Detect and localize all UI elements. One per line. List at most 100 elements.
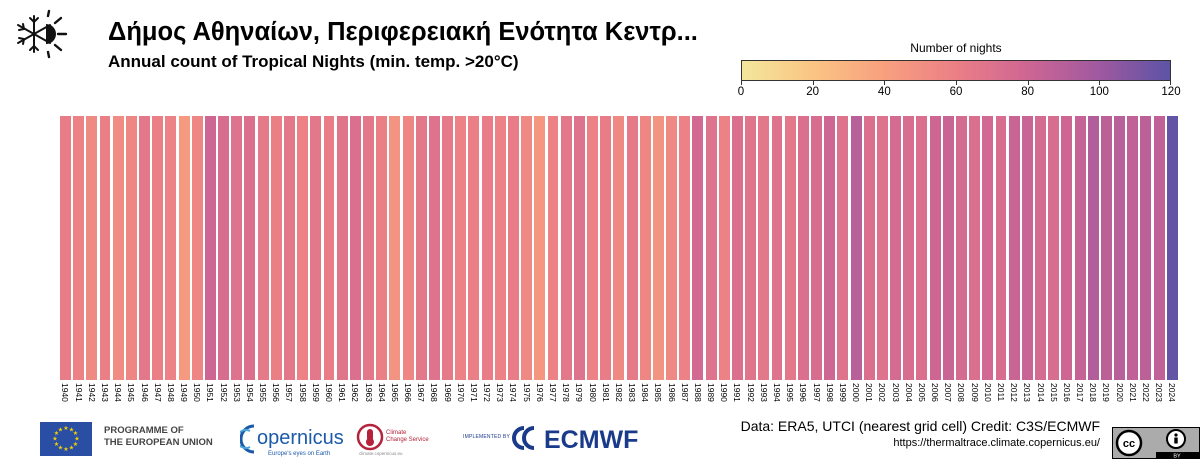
year-label-text: 1988 xyxy=(692,383,703,402)
year-label: 1966 xyxy=(403,383,413,417)
sun-snowflake-icon xyxy=(17,9,68,59)
eu-flag-icon: ★ ★★ ★★★ ★★★ ★★★ xyxy=(40,422,92,456)
year-label-text: 1991 xyxy=(732,383,743,402)
year-label-text: 1986 xyxy=(666,383,677,402)
year-label-text: 1977 xyxy=(548,383,559,402)
year-label: 1982 xyxy=(613,383,624,417)
year-label-text: 1963 xyxy=(363,383,374,402)
year-label-text: 2009 xyxy=(969,383,980,402)
year-label: 1956 xyxy=(271,383,282,417)
footer-logos: ★ ★ ★ ★ ★ ★ ★ ★ ★ ★ ★ ★ PROGRAMME OF THE EUROPEA… xyxy=(0,418,680,459)
svg-text:★: ★ xyxy=(69,445,74,452)
svg-text:★: ★ xyxy=(54,430,59,437)
heatmap-bar-1943 xyxy=(99,116,111,380)
heatmap-bar-1942 xyxy=(86,116,98,380)
year-label-text: 2011 xyxy=(996,383,1007,402)
heatmap-bar-1993 xyxy=(758,116,770,380)
year-label-text: 1998 xyxy=(824,383,835,402)
colorbar-tick xyxy=(1099,81,1101,85)
year-label: 1970 xyxy=(456,383,466,417)
year-label-text: 1983 xyxy=(627,383,638,402)
year-label: 2021 xyxy=(1127,383,1138,417)
year-label: 2016 xyxy=(1061,383,1072,417)
heatmap-bar-1977 xyxy=(547,116,559,380)
year-label-text: 2024 xyxy=(1167,383,1178,402)
eu-line-1: PROGRAMME OF xyxy=(104,425,184,436)
svg-text:★: ★ xyxy=(74,436,79,443)
year-label-text: 2016 xyxy=(1061,383,1072,402)
heatmap-bar-2001 xyxy=(863,116,875,380)
year-label: 1942 xyxy=(87,383,97,417)
copernicus-wordmark: opernicus xyxy=(257,427,344,449)
year-label-text: 1958 xyxy=(297,383,308,402)
year-label-text: 2018 xyxy=(1088,383,1099,402)
heatmap-bar-2013 xyxy=(1021,116,1033,380)
year-label-text: 1964 xyxy=(376,383,387,402)
heatmap-bar-1976 xyxy=(534,116,546,380)
year-label-text: 2012 xyxy=(1009,383,1020,402)
heatmap-bar-1940 xyxy=(60,116,71,380)
colorbar-tick-label: 80 xyxy=(1021,86,1035,98)
heatmap-bar-2002 xyxy=(876,116,888,380)
year-label-text: 2005 xyxy=(916,383,927,402)
year-label: 2020 xyxy=(1114,383,1125,417)
year-label-text: 2001 xyxy=(864,383,875,402)
year-label: 1959 xyxy=(311,383,321,417)
year-label-text: 2022 xyxy=(1140,383,1151,402)
year-label: 1972 xyxy=(482,383,492,417)
heatmap-bar-1963 xyxy=(363,116,375,380)
heatmap-bar-1981 xyxy=(600,116,612,380)
year-label: 1978 xyxy=(561,383,571,417)
heatmap-bar-1953 xyxy=(231,116,243,380)
year-label-text: 2021 xyxy=(1127,383,1138,402)
year-label-text: 1992 xyxy=(745,383,756,402)
svg-text:★: ★ xyxy=(63,425,68,432)
heatmap-bar-1999 xyxy=(837,116,849,380)
year-label-text: 1945 xyxy=(126,383,137,402)
heatmap-bar-2004 xyxy=(903,116,915,380)
year-label: 1946 xyxy=(140,383,150,417)
year-label: 1981 xyxy=(601,383,611,417)
year-axis: 1940 1941 1942 1943 1944 1945 1946 1947 1948 1949… xyxy=(60,383,1180,417)
year-label-text: 1956 xyxy=(271,383,282,402)
heatmap-bar-1986 xyxy=(666,116,678,380)
year-label-text: 1947 xyxy=(152,383,163,402)
year-label: 1996 xyxy=(798,383,808,417)
colorbar-tick xyxy=(1170,81,1171,85)
year-label: 1997 xyxy=(812,383,822,417)
year-label-text: 2014 xyxy=(1035,383,1046,402)
colorbar-tick-label: 60 xyxy=(949,86,963,98)
heatmap-bar-1987 xyxy=(679,116,691,380)
heatmap-bar-2011 xyxy=(995,116,1007,380)
year-label: 1979 xyxy=(574,383,585,417)
heatmap-bar-1964 xyxy=(376,116,388,380)
colorbar-tick-label: 120 xyxy=(1161,86,1181,98)
year-label-text: 1940 xyxy=(60,383,71,402)
heatmap-bar-2024 xyxy=(1166,116,1178,380)
year-label: 1967 xyxy=(416,383,426,417)
year-label-text: 1953 xyxy=(231,383,242,402)
colorbar-ticks: 0 20 40 60 80 100 120 xyxy=(738,81,1181,101)
year-label-text: 1948 xyxy=(165,383,176,402)
heatmap-bar-2008 xyxy=(956,116,967,380)
year-label: 2003 xyxy=(891,383,901,417)
year-label: 1999 xyxy=(838,383,848,417)
year-label-text: 1979 xyxy=(574,383,585,402)
heatmap-bar-1960 xyxy=(323,116,335,380)
heatmap-bar-1951 xyxy=(204,116,216,380)
implemented-by-label: IMPLEMENTED BY xyxy=(463,434,510,440)
year-label: 2009 xyxy=(969,383,980,417)
colorbar-tick-label: 100 xyxy=(1089,86,1109,98)
heatmap-bar-1978 xyxy=(560,116,572,380)
year-label: 2008 xyxy=(956,383,966,417)
license-by-label: BY xyxy=(1173,453,1181,459)
year-label-text: 1955 xyxy=(258,383,269,402)
heatmap-bar-1948 xyxy=(165,116,177,380)
year-label-text: 1982 xyxy=(613,383,624,402)
c3s-logo: Climate Change Service climate.copernicu… xyxy=(356,423,429,456)
ecmwf-wordmark: ECMWF xyxy=(544,426,638,452)
heatmap-bar-1979 xyxy=(573,116,585,380)
year-label-text: 2000 xyxy=(851,383,862,402)
year-label-text: 2020 xyxy=(1114,383,1125,402)
year-label-text: 1941 xyxy=(73,383,84,402)
